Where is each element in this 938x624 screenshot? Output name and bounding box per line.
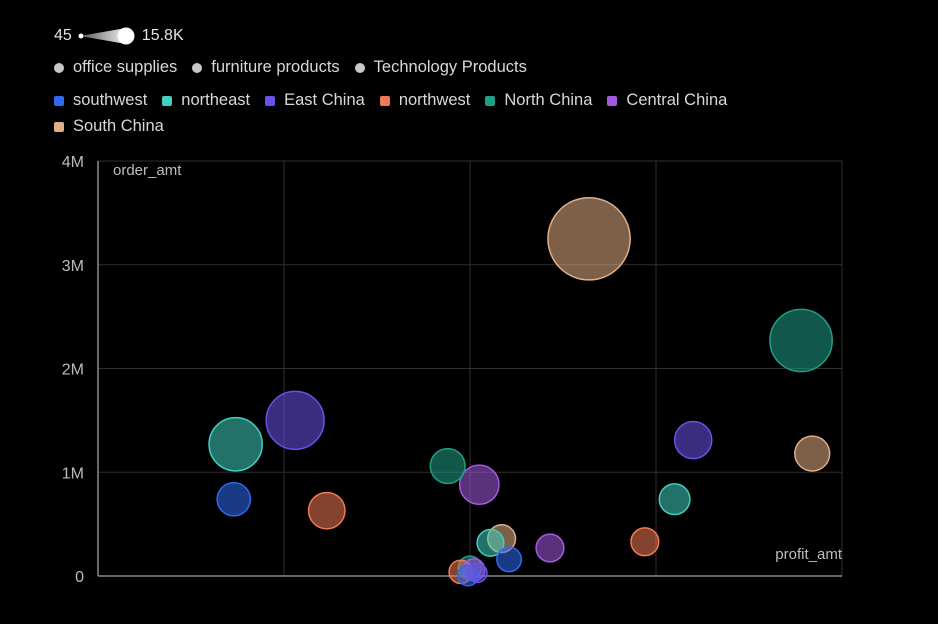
furniture-products-marker xyxy=(192,62,203,73)
legend-label: Central China xyxy=(626,91,728,109)
size-legend-ramp[interactable] xyxy=(78,26,136,46)
bubble-northwest[interactable] xyxy=(630,527,660,557)
bubble-central-china[interactable] xyxy=(461,558,486,582)
size-legend-min-label: 45 xyxy=(54,27,72,44)
office-supplies-marker xyxy=(54,62,64,73)
northeast-swatch xyxy=(162,95,173,106)
bubble-east-china[interactable] xyxy=(467,562,488,584)
southwest-swatch xyxy=(54,95,64,106)
bubble-east-china[interactable] xyxy=(265,390,325,451)
northwest-swatch xyxy=(379,95,390,106)
bubble-southwest[interactable] xyxy=(457,564,480,587)
bubble-north-china[interactable] xyxy=(769,308,833,373)
bubble-southwest[interactable] xyxy=(496,546,523,573)
legend-label: northwest xyxy=(398,91,471,109)
y-axis-ticks: 0 1M 2M 3M 4M xyxy=(62,154,84,586)
bubble-south-china[interactable] xyxy=(794,435,831,472)
axes xyxy=(97,161,842,577)
size-legend: 45 15.8K xyxy=(54,26,184,46)
legend-label: North China xyxy=(504,91,593,109)
bubble-central-china[interactable] xyxy=(535,533,565,563)
y-tick-label: 2M xyxy=(62,362,84,379)
bubble-north-china[interactable] xyxy=(429,447,466,485)
legend-label: Technology Products xyxy=(373,58,527,76)
x-axis-label: profit_amt xyxy=(775,546,843,563)
grid-lines xyxy=(97,160,843,576)
bubble-south-china[interactable] xyxy=(487,524,517,554)
size-legend-max-label: 15.8K xyxy=(141,27,184,44)
legend-item-technology-products[interactable]: Technology Products xyxy=(354,58,527,77)
bubble-northwest[interactable] xyxy=(307,491,346,530)
east-china-swatch xyxy=(265,95,276,106)
legend-item-north-china[interactable]: North China xyxy=(485,91,592,110)
color-legend-row-2: South China xyxy=(54,117,179,136)
legend-item-furniture-products[interactable]: furniture products xyxy=(192,58,340,77)
bubble-north-china[interactable] xyxy=(457,555,483,581)
bubble-series xyxy=(208,196,833,587)
bubble-central-china[interactable] xyxy=(458,464,500,506)
y-axis-label: order_amt xyxy=(113,162,182,179)
bubble-south-china[interactable] xyxy=(547,196,631,281)
legend-label: southwest xyxy=(73,91,148,109)
y-tick-label: 1M xyxy=(62,465,84,482)
color-legend-row-1: southwest northeast East China northwest… xyxy=(54,91,742,110)
legend-label: office supplies xyxy=(73,58,178,76)
legend-item-southwest[interactable]: southwest xyxy=(54,91,147,110)
bubble-east-china[interactable] xyxy=(673,420,713,460)
bubble-northeast[interactable] xyxy=(476,528,505,557)
y-tick-label: 0 xyxy=(75,569,84,586)
technology-products-marker xyxy=(354,62,365,73)
bubble-northeast[interactable] xyxy=(658,483,691,516)
legend-label: East China xyxy=(284,91,365,109)
legend-item-east-china[interactable]: East China xyxy=(265,91,365,110)
y-tick-label: 4M xyxy=(62,154,84,171)
shape-legend: office supplies furniture products Techn… xyxy=(54,58,542,77)
legend-item-central-china[interactable]: Central China xyxy=(607,91,727,110)
south-china-swatch xyxy=(54,121,64,132)
legend-item-northwest[interactable]: northwest xyxy=(379,91,471,110)
legend-item-south-china[interactable]: South China xyxy=(54,117,164,136)
bubble-southwest[interactable] xyxy=(216,481,252,517)
legend-label: northeast xyxy=(181,91,251,109)
legend-label: furniture products xyxy=(211,58,340,76)
bubble-northeast[interactable] xyxy=(208,416,263,472)
legend-item-northeast[interactable]: northeast xyxy=(162,91,250,110)
north-china-swatch xyxy=(485,95,496,106)
central-china-swatch xyxy=(607,95,618,106)
y-tick-label: 3M xyxy=(62,258,84,275)
legend-label: South China xyxy=(73,117,164,135)
legend-item-office-supplies[interactable]: office supplies xyxy=(54,58,177,77)
bubble-northwest[interactable] xyxy=(448,559,474,585)
